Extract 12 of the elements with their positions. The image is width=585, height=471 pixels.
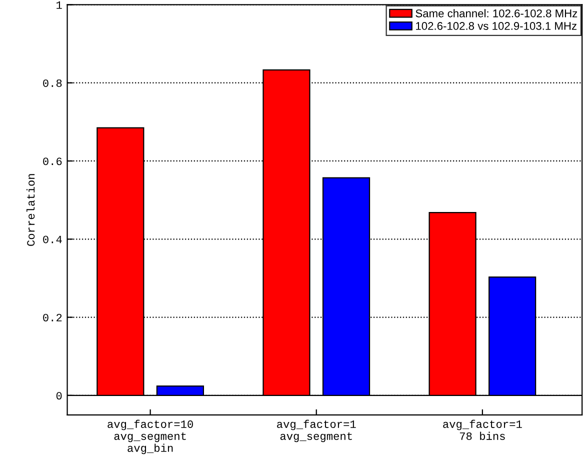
legend-label: 102.6-102.8 vs 102.9-103.1 MHz	[416, 22, 576, 30]
legend-label: Same channel: 102.6-102.8 MHz	[416, 9, 578, 18]
y-tick-label: 0	[56, 392, 62, 400]
y-tick-label: 0.4	[43, 236, 62, 244]
y-axis-title: Correlation	[26, 174, 35, 246]
y-tick-label: 1	[56, 1, 62, 9]
x-tick-label: avg_factor=1 avg_segment	[277, 420, 356, 442]
x-tick-label: avg_factor=1 78 bins	[443, 420, 522, 440]
x-tick-label: avg_factor=10 avg_segment avg_bin	[108, 420, 193, 454]
y-tick-label: 0.6	[43, 158, 62, 166]
y-tick-label: 0.2	[43, 314, 62, 322]
y-tick-label: 0.8	[43, 79, 62, 87]
